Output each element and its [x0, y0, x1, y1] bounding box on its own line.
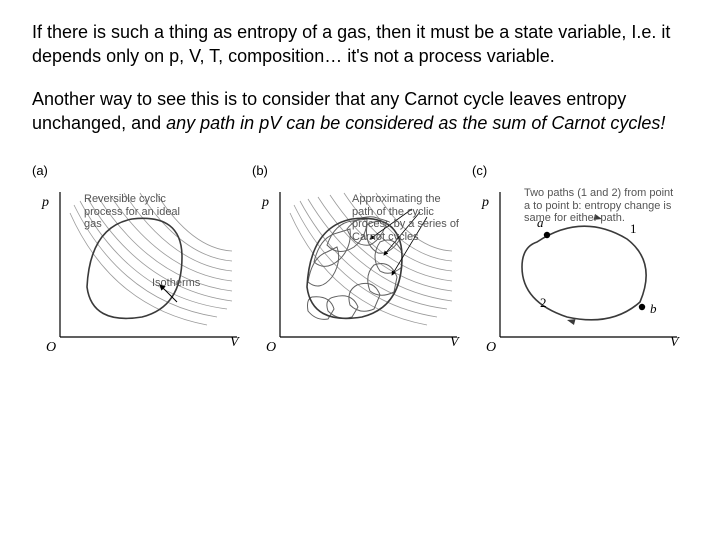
- figure-c-axis-v: V: [670, 335, 679, 351]
- figure-b-svg: [252, 157, 468, 372]
- paragraph-2: Another way to see this is to consider t…: [32, 87, 688, 136]
- figure-c-axis-o: O: [486, 340, 496, 356]
- figure-b: (b) p O V Approximating the path of the …: [252, 157, 468, 372]
- svg-text:2: 2: [540, 295, 547, 310]
- figure-a-axis-p: p: [42, 195, 49, 211]
- figure-c-axis-p: p: [482, 195, 489, 211]
- svg-text:b: b: [650, 301, 657, 316]
- figure-a-axis-v: V: [230, 335, 239, 351]
- figure-a-svg: [32, 157, 248, 372]
- figure-b-annot: Approximating the path of the cyclic pro…: [352, 193, 460, 244]
- figure-c: (c) a b 1 2 p O V Two paths (1 and 2) fr…: [472, 157, 688, 372]
- figure-a-axis-o: O: [46, 340, 56, 356]
- figure-a: (a) p O V Reversible cyclic process for …: [32, 157, 248, 372]
- figure-b-axis-v: V: [450, 335, 459, 351]
- figure-c-annot: Two paths (1 and 2) from point a to poin…: [524, 187, 679, 225]
- figures-row: (a) p O V Reversible cyclic process for …: [32, 157, 688, 372]
- figure-a-annot-isotherms: Isotherms: [152, 277, 200, 290]
- figure-b-axis-o: O: [266, 340, 276, 356]
- figure-a-annot-cycle: Reversible cyclic process for an ideal g…: [84, 193, 194, 231]
- figure-b-axis-p: p: [262, 195, 269, 211]
- paragraph-2-italic: any path in pV can be considered as the …: [166, 113, 665, 133]
- paragraph-1: If there is such a thing as entropy of a…: [32, 20, 688, 69]
